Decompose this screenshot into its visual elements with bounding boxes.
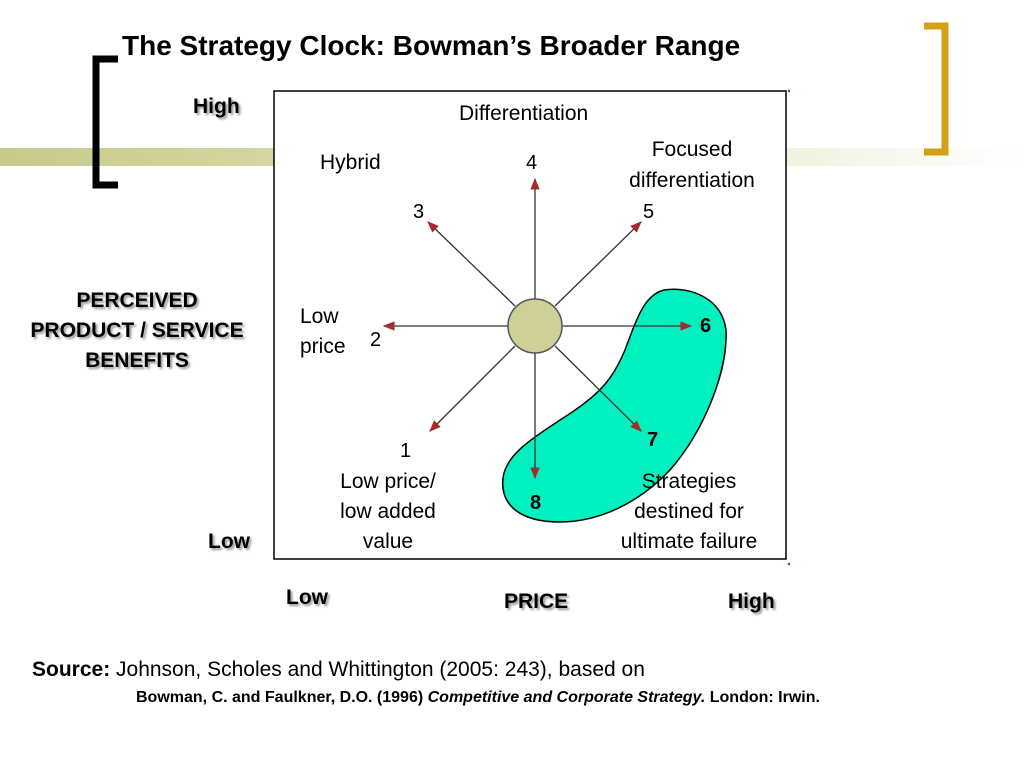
label-line: low added	[340, 500, 436, 523]
y-axis-title-line: BENEFITS	[85, 349, 189, 372]
label-line: differentiation	[629, 169, 755, 192]
number-1: 1	[400, 440, 412, 462]
number-4: 4	[526, 152, 538, 174]
source-text: Johnson, Scholes and Whittington (2005: …	[110, 658, 645, 681]
y-axis-title-line: PERCEIVED	[76, 289, 198, 312]
label-focused-differentiation: Focused differentiation	[597, 134, 787, 196]
reference-publisher: London: Irwin.	[705, 689, 820, 706]
number-5: 5	[643, 201, 655, 223]
label-line: ultimate failure	[620, 530, 758, 553]
y-axis-low-label: Low	[208, 530, 250, 553]
label-line: value	[362, 530, 414, 553]
x-axis-high-label: High	[728, 590, 775, 613]
label-low-price-low-value: Low price/ low added value	[318, 467, 458, 557]
right-bracket-icon	[924, 22, 949, 156]
number-6: 6	[700, 315, 712, 337]
slide-title: The Strategy Clock: Bowman’s Broader Ran…	[122, 30, 741, 61]
failure-region	[502, 288, 727, 523]
label-line: Low	[300, 305, 339, 328]
reference-line: Bowman, C. and Faulkner, D.O. (1996) Com…	[136, 689, 820, 707]
y-axis-high-label: High	[193, 95, 240, 118]
arrow-7	[554, 345, 642, 432]
label-failure-strategies: Strategies destined for ultimate failure	[594, 467, 784, 557]
arrow-5	[554, 221, 642, 307]
label-line: price	[300, 335, 346, 358]
label-low-price: Low price	[300, 302, 346, 362]
y-axis-title-line: PRODUCT / SERVICE	[30, 319, 244, 342]
number-8: 8	[530, 492, 542, 514]
left-bracket-icon	[92, 55, 118, 189]
center-circle	[507, 298, 563, 354]
label-hybrid: Hybrid	[320, 151, 381, 174]
frame-corner-mark	[787, 562, 791, 566]
x-axis-title: PRICE	[504, 590, 569, 613]
label-differentiation: Differentiation	[459, 102, 589, 125]
frame-corner-mark	[787, 89, 791, 93]
number-7: 7	[647, 429, 659, 451]
reference-title: Competitive and Corporate Strategy.	[427, 689, 706, 706]
y-axis-title: PERCEIVED PRODUCT / SERVICE BENEFITS	[4, 286, 270, 376]
label-line: Low price/	[340, 470, 436, 493]
number-2: 2	[370, 329, 382, 351]
label-line: Strategies	[641, 470, 737, 493]
reference-authors: Bowman, C. and Faulkner, D.O. (1996)	[136, 689, 428, 706]
arrow-3	[427, 221, 516, 307]
arrow-1	[429, 345, 516, 432]
label-line: Focused	[651, 138, 733, 161]
source-line: Source: Johnson, Scholes and Whittington…	[32, 658, 645, 682]
x-axis-low-label: Low	[286, 586, 328, 609]
number-3: 3	[413, 201, 425, 223]
source-label: Source:	[32, 658, 111, 681]
label-line: destined for	[634, 500, 744, 523]
